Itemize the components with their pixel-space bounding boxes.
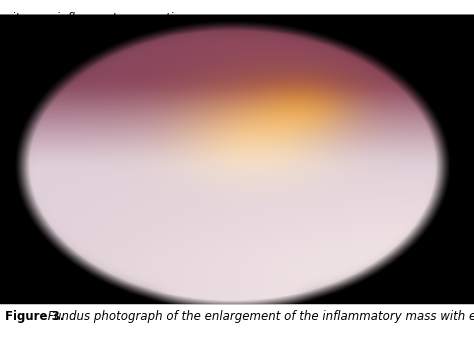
- Text: Fundus photograph of the enlargement of the inflammatory mass with extension to : Fundus photograph of the enlargement of …: [44, 310, 474, 323]
- Text: vitreous inflammatory reaction.: vitreous inflammatory reaction.: [5, 12, 192, 25]
- Text: Figure 3.: Figure 3.: [5, 310, 64, 323]
